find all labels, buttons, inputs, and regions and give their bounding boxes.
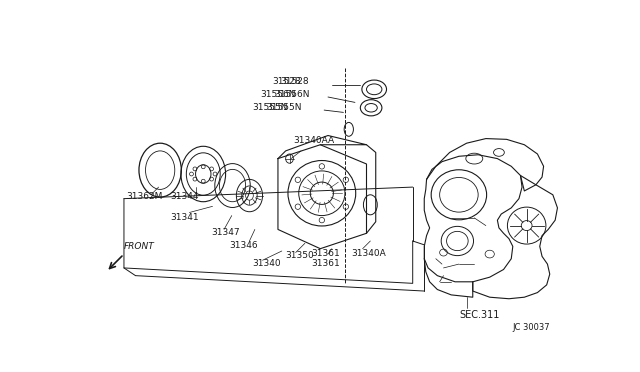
Text: 31344: 31344: [170, 192, 198, 202]
Text: JC 30037: JC 30037: [513, 323, 550, 332]
Text: 31361: 31361: [311, 259, 340, 268]
Text: 31347: 31347: [211, 228, 239, 237]
Text: 31556N: 31556N: [274, 90, 310, 99]
Text: 31340A: 31340A: [351, 249, 386, 258]
Text: 31340: 31340: [253, 259, 281, 268]
Text: 31341: 31341: [170, 212, 199, 221]
Text: 31350: 31350: [285, 251, 314, 260]
Text: 31362M: 31362M: [126, 192, 163, 202]
Text: 31340AA: 31340AA: [293, 136, 335, 145]
Text: 31556N: 31556N: [260, 90, 296, 99]
Text: 31346: 31346: [230, 241, 258, 250]
Text: 31528: 31528: [280, 77, 309, 86]
Text: FRONT: FRONT: [124, 242, 155, 251]
Text: 31555N: 31555N: [252, 103, 288, 112]
Text: 31555N: 31555N: [266, 103, 302, 112]
Text: SEC.311: SEC.311: [459, 310, 499, 320]
Text: 31528: 31528: [273, 77, 301, 86]
Text: 31361: 31361: [311, 249, 340, 258]
